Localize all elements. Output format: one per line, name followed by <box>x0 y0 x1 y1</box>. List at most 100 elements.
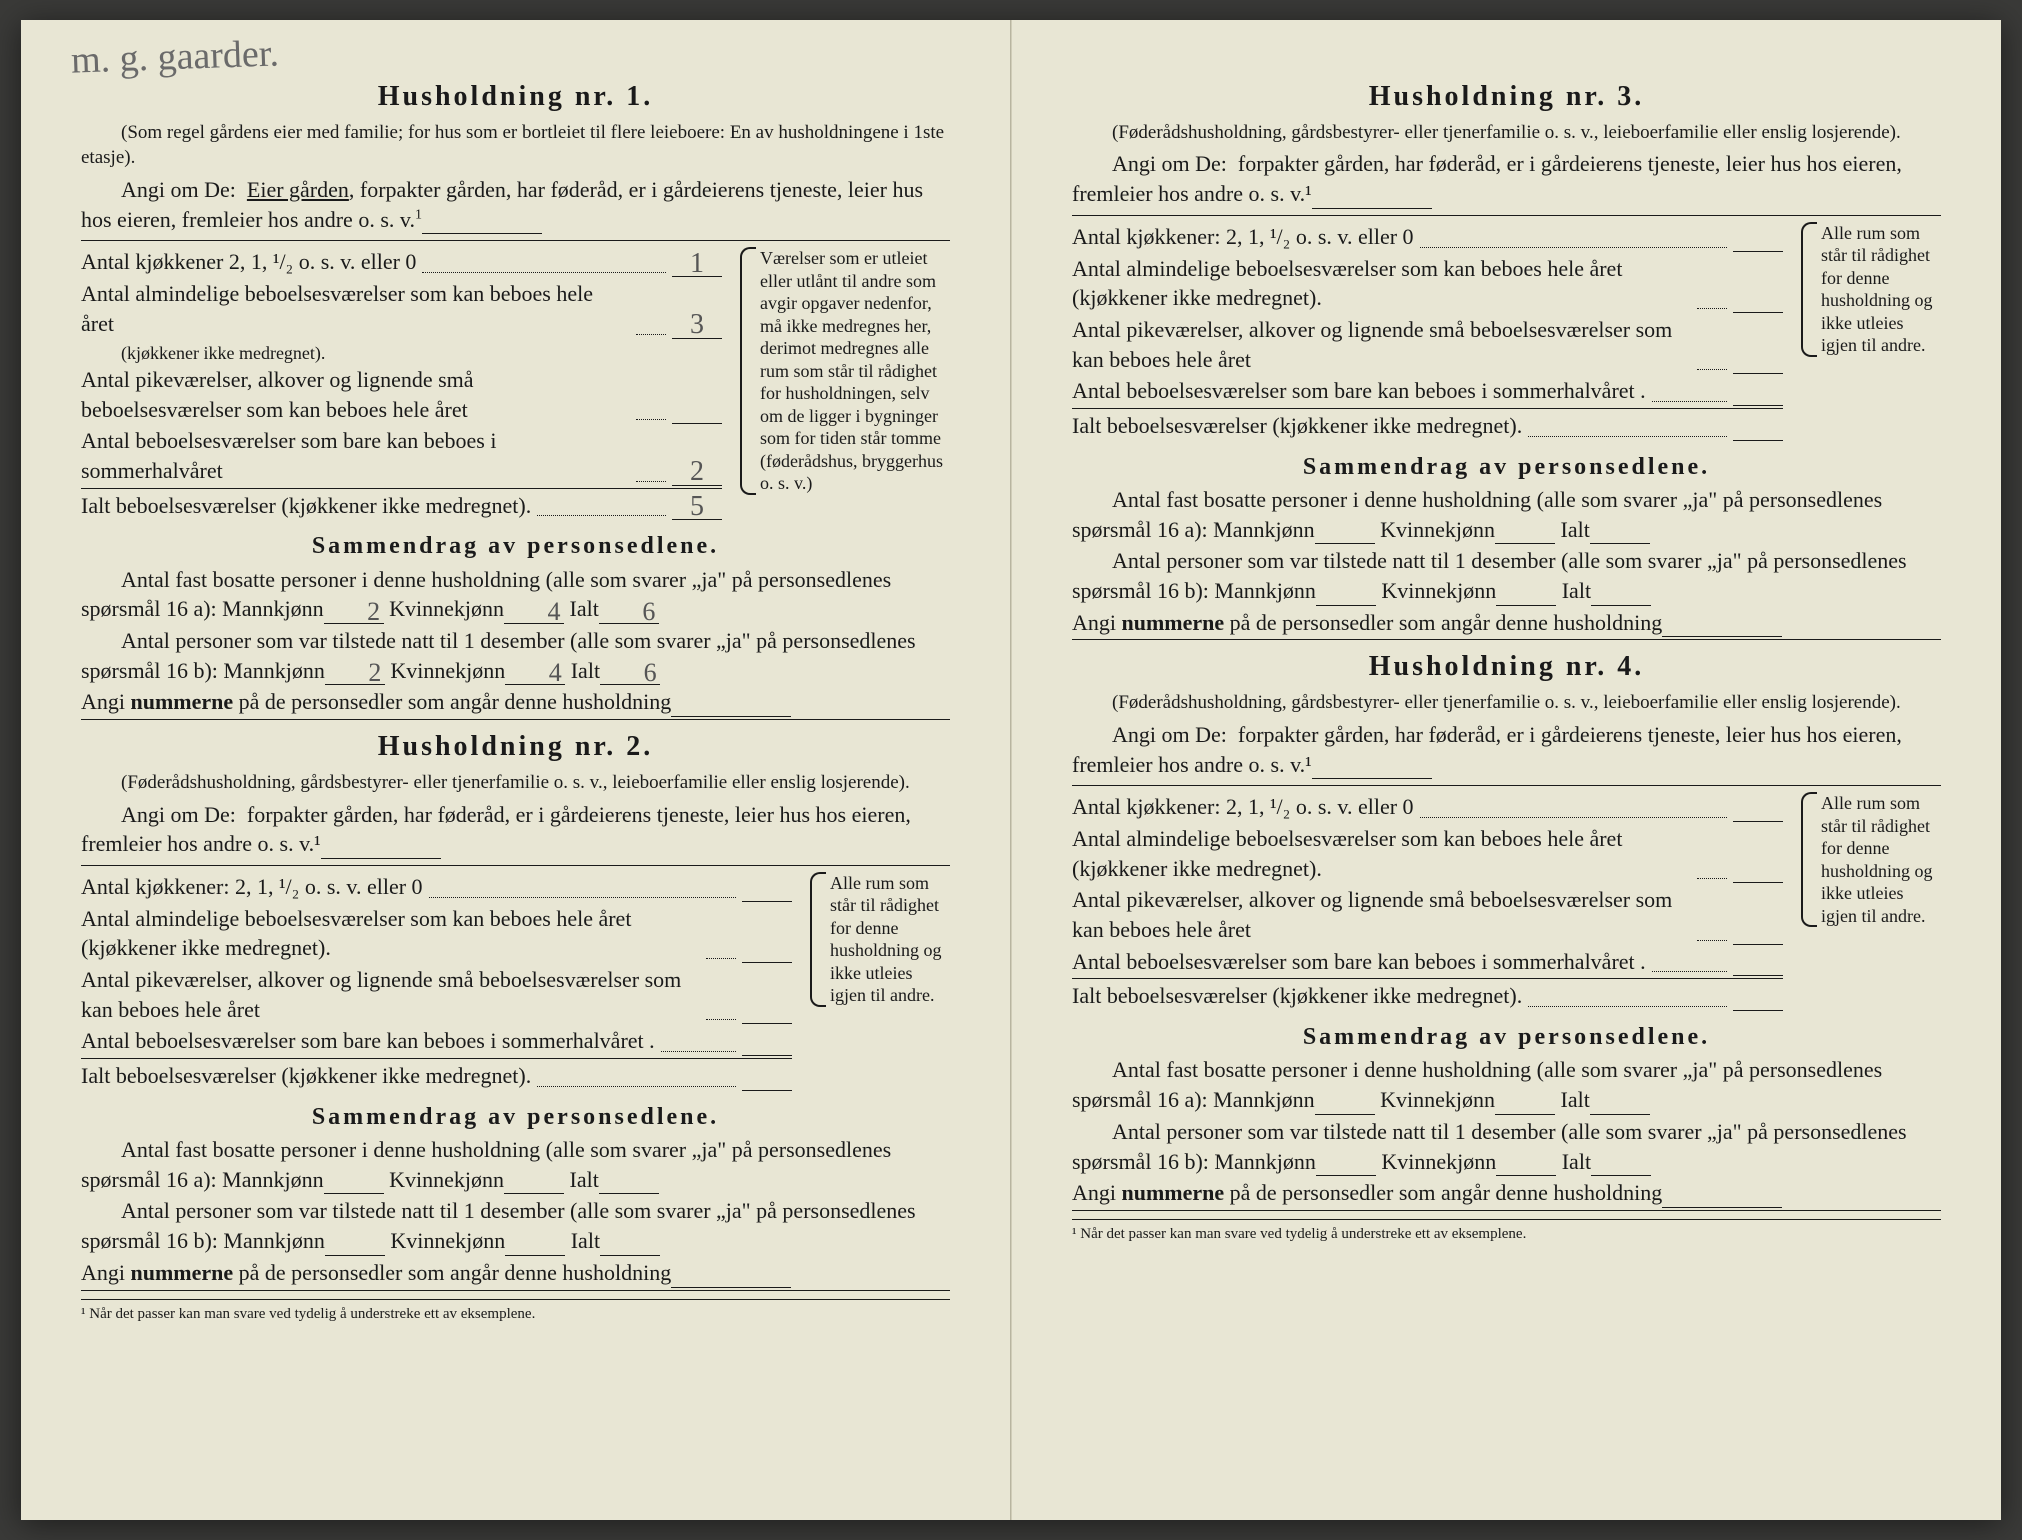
row-pike: Antal pikeværelser, alkover og lignende … <box>81 965 792 1024</box>
sammendrag-2-s1: Antal fast bosatte personer i denne hush… <box>81 1135 950 1194</box>
label: Antal pikeværelser, alkover og lignende … <box>81 365 630 424</box>
household-2-title: Husholdning nr. 2. <box>81 728 950 766</box>
label: Antal kjøkkener 2, 1, ¹/₂ o. s. v. eller… <box>81 247 416 277</box>
sammendrag-3-s2: Antal personer som var tilstede natt til… <box>1072 546 1941 605</box>
angi-num-4: Angi nummerne på de personsedler som ang… <box>1072 1178 1941 1211</box>
label-kvinne: Kvinnekjønn <box>1380 517 1495 542</box>
value <box>1733 975 1783 976</box>
label-kvinne: Kvinnekjønn <box>390 1228 505 1253</box>
label: Ialt beboelsesværelser (kjøkkener ikke m… <box>1072 981 1522 1011</box>
row-alm: Antal almindelige beboelsesværelser som … <box>1072 254 1783 313</box>
sammendrag-1-s2: Antal personer som var tilstede natt til… <box>81 626 950 685</box>
label: Antal pikeværelser, alkover og lignende … <box>81 965 700 1024</box>
brace-note-3: Alle rum som står til rådighet for denne… <box>1801 222 1941 357</box>
row-kjokken: Antal kjøkkener 2, 1, ¹/₂ o. s. v. eller… <box>81 247 722 277</box>
label-mann: Mannkjønn <box>1213 517 1314 542</box>
handwritten-annotation: m. g. gaarder. <box>70 28 280 87</box>
footnote-right: ¹ Når det passer kan man svare ved tydel… <box>1072 1219 1941 1244</box>
household-3-subnote: (Føderådshusholdning, gårdsbestyrer- ell… <box>1072 120 1941 146</box>
label-ialt: Ialt <box>1561 517 1590 542</box>
val-s2-k: 4 <box>505 661 565 685</box>
val <box>325 1255 385 1256</box>
row-sommer: Antal beboelsesværelser som bare kan beb… <box>81 1026 792 1056</box>
sammendrag-4-s2: Antal personer som var tilstede natt til… <box>1072 1117 1941 1176</box>
household-1-subnote: (Som regel gårdens eier med familie; for… <box>81 120 950 171</box>
label: Antal kjøkkener: 2, 1, ¹/₂ o. s. v. elle… <box>1072 792 1414 822</box>
row-kjokken: Antal kjøkkener: 2, 1, ¹/₂ o. s. v. elle… <box>81 872 792 902</box>
label-mann: Mannkjønn <box>222 1167 323 1192</box>
label: Antal beboelsesværelser som bare kan beb… <box>81 426 630 485</box>
label: Antal pikeværelser, alkover og lignende … <box>1072 885 1691 944</box>
val <box>1496 1175 1556 1176</box>
label-ialt: Ialt <box>570 596 599 621</box>
angi-num-3: Angi nummerne på de personsedler som ang… <box>1072 608 1941 641</box>
value <box>1733 251 1783 252</box>
val <box>324 1193 384 1194</box>
document-spread: m. g. gaarder. Husholdning nr. 1. (Som r… <box>21 20 2001 1520</box>
row-ialt: Ialt beboelsesværelser (kjøkkener ikke m… <box>81 1058 792 1091</box>
val <box>1496 605 1556 606</box>
label-ialt: Ialt <box>1562 1149 1591 1174</box>
val <box>600 1255 660 1256</box>
household-3-title: Husholdning nr. 3. <box>1072 78 1941 116</box>
label-kvinne: Kvinnekjønn <box>1380 1087 1495 1112</box>
label-mann: Mannkjønn <box>223 1228 324 1253</box>
household-3-angi: Angi om De: forpakter gården, har føderå… <box>1072 149 1941 208</box>
row-pike: Antal pikeværelser, alkover og lignende … <box>81 365 722 424</box>
sammendrag-2-s2: Antal personer som var tilstede natt til… <box>81 1196 950 1255</box>
left-page: m. g. gaarder. Husholdning nr. 1. (Som r… <box>21 20 1011 1520</box>
label-mann: Mannkjønn <box>223 658 324 683</box>
household-1-rows: Antal kjøkkener 2, 1, ¹/₂ o. s. v. eller… <box>81 247 950 522</box>
value-pike <box>672 423 722 424</box>
val <box>1590 1114 1650 1115</box>
sammendrag-3-title: Sammendrag av personsedlene. <box>1072 451 1941 483</box>
sammendrag-4-title: Sammendrag av personsedlene. <box>1072 1021 1941 1053</box>
row-sommer: Antal beboelsesværelser som bare kan beb… <box>1072 947 1783 977</box>
household-2-subnote: (Føderådshusholdning, gårdsbestyrer- ell… <box>81 770 950 796</box>
label: Ialt beboelsesværelser (kjøkkener ikke m… <box>1072 411 1522 441</box>
sammendrag-2-title: Sammendrag av personsedlene. <box>81 1101 950 1133</box>
brace-note-1: Værelser som er utleiet eller utlånt til… <box>740 247 950 495</box>
label: Ialt beboelsesværelser (kjøkkener ikke m… <box>81 491 531 521</box>
label: Antal beboelsesværelser som bare kan beb… <box>1072 376 1646 406</box>
row-kjokken: Antal kjøkkener: 2, 1, ¹/₂ o. s. v. elle… <box>1072 222 1783 252</box>
household-4-subnote: (Føderådshusholdning, gårdsbestyrer- ell… <box>1072 690 1941 716</box>
val <box>1590 543 1650 544</box>
label: Antal almindelige beboelsesværelser som … <box>1072 824 1691 883</box>
household-3-rows: Antal kjøkkener: 2, 1, ¹/₂ o. s. v. elle… <box>1072 222 1941 443</box>
row-ialt: Ialt beboelsesværelser (kjøkkener ikke m… <box>1072 978 1783 1011</box>
rule <box>1072 785 1941 786</box>
val <box>1316 605 1376 606</box>
household-2-angi: Angi om De: forpakter gården, har føderå… <box>81 800 950 859</box>
row-sommer: Antal beboelsesværelser som bare kan beb… <box>81 426 722 485</box>
row-kjokken: Antal kjøkkener: 2, 1, ¹/₂ o. s. v. elle… <box>1072 792 1783 822</box>
row-sommer: Antal beboelsesværelser som bare kan beb… <box>1072 376 1783 406</box>
footnote-left: ¹ Når det passer kan man svare ved tydel… <box>81 1299 950 1324</box>
val <box>1315 1114 1375 1115</box>
rule <box>1072 215 1941 216</box>
label: Antal almindelige beboelsesværelser som … <box>1072 254 1691 313</box>
angi-prefix: Angi om De: <box>1112 722 1227 747</box>
sammendrag-1-title: Sammendrag av personsedlene. <box>81 530 950 562</box>
val <box>1315 543 1375 544</box>
rule <box>81 865 950 866</box>
row-alm-sub: (kjøkkener ikke medregnet). <box>81 341 722 365</box>
value <box>1733 1010 1783 1011</box>
label-kvinne: Kvinnekjønn <box>1381 1149 1496 1174</box>
value <box>742 962 792 963</box>
val-s2-i: 6 <box>600 661 660 685</box>
angi-num-2: Angi nummerne på de personsedler som ang… <box>81 1258 950 1291</box>
val <box>1591 1175 1651 1176</box>
value <box>1733 821 1783 822</box>
household-1-angi: Angi om De: Eier gården, forpakter gårde… <box>81 175 950 234</box>
value <box>742 901 792 902</box>
label-ialt: Ialt <box>570 1167 599 1192</box>
label-kvinne: Kvinnekjønn <box>390 658 505 683</box>
value-ialt: 5 <box>672 494 722 520</box>
row-pike: Antal pikeværelser, alkover og lignende … <box>1072 315 1783 374</box>
row-alm: Antal almindelige beboelsesværelser som … <box>81 279 722 338</box>
rule <box>81 240 950 241</box>
val <box>1495 1114 1555 1115</box>
label-mann: Mannkjønn <box>222 596 323 621</box>
val-s1-k: 4 <box>504 600 564 624</box>
